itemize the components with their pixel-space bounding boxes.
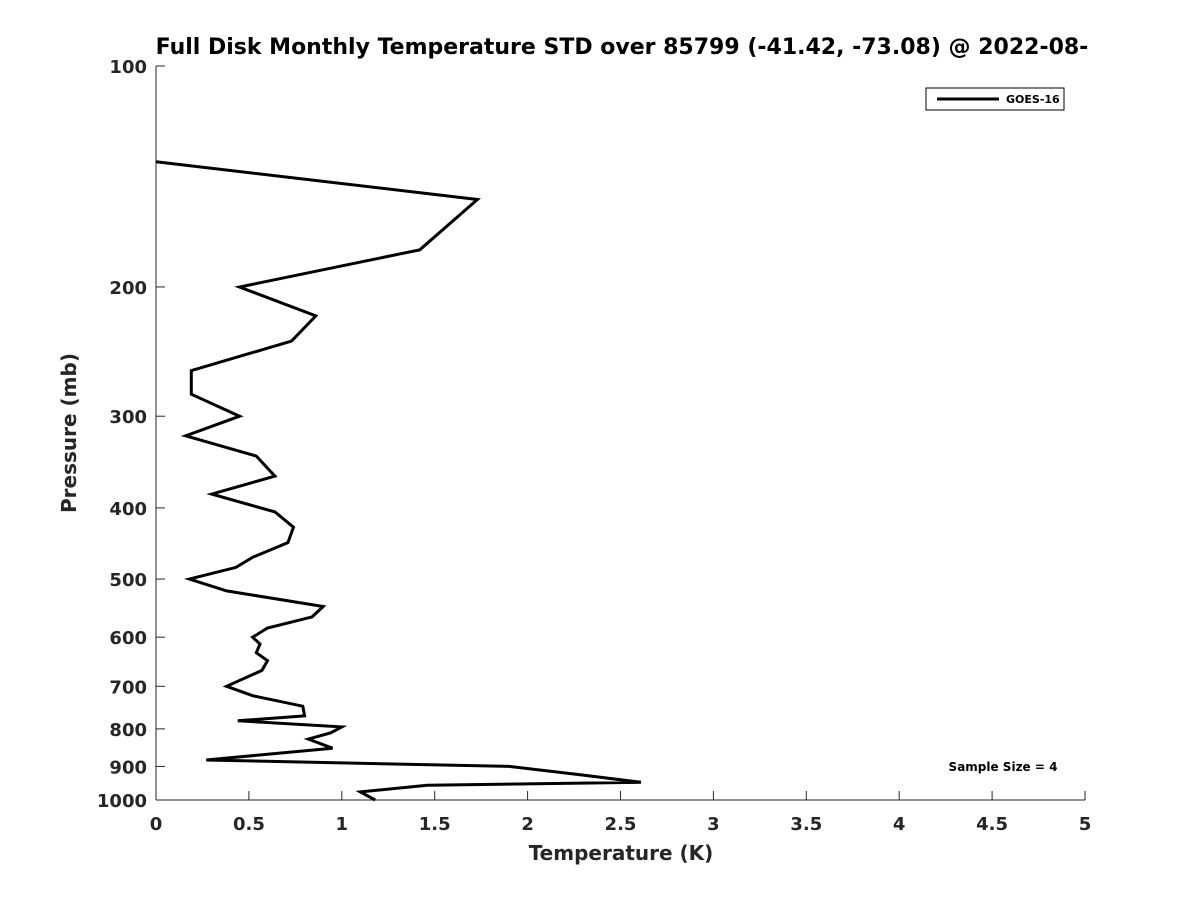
x-tick-label: 2: [521, 814, 534, 835]
y-tick-label: 900: [109, 757, 147, 778]
x-tick-label: 0.5: [233, 814, 265, 835]
plot-axes: [155, 66, 1085, 801]
y-tick-label: 200: [109, 278, 147, 299]
legend: GOES-16: [925, 87, 1065, 111]
x-tick-label: 4.5: [976, 814, 1008, 835]
legend-label-goes-16: GOES-16: [1006, 93, 1060, 106]
x-tick-label: 4: [893, 814, 906, 835]
series-lines: [155, 160, 642, 802]
y-axis-ticks: 100 200 300 400 500 600 700 800 900 1000: [97, 57, 165, 812]
y-tick-label: 300: [109, 407, 147, 428]
x-tick-label: 5: [1079, 814, 1092, 835]
x-tick-label: 0: [150, 814, 163, 835]
x-axis-label: Temperature (K): [529, 841, 714, 865]
chart-title: Full Disk Monthly Temperature STD over 8…: [156, 35, 1089, 60]
y-tick-label: 100: [109, 57, 147, 78]
x-axis-ticks: 0 0.5 1 1.5 2 2.5 3 3.5 4 4.5 5: [150, 791, 1092, 835]
series-line-goes-16: [155, 160, 642, 802]
x-tick-label: 2.5: [605, 814, 637, 835]
x-tick-label: 1: [336, 814, 349, 835]
y-tick-label: 400: [109, 499, 147, 520]
y-tick-label: 500: [109, 570, 147, 591]
y-tick-label: 1000: [97, 791, 147, 812]
y-tick-label: 600: [109, 628, 147, 649]
y-tick-label: 800: [109, 720, 147, 741]
y-axis-label: Pressure (mb): [57, 353, 81, 513]
x-tick-label: 3: [707, 814, 720, 835]
sample-size-annotation: Sample Size = 4: [949, 760, 1058, 774]
x-tick-label: 3.5: [790, 814, 822, 835]
x-tick-label: 1.5: [419, 814, 451, 835]
y-tick-label: 700: [109, 677, 147, 698]
